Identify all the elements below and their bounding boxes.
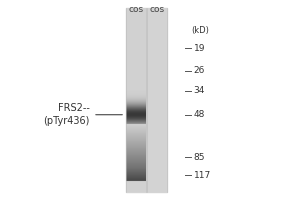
- Text: (pTyr436): (pTyr436): [44, 116, 90, 126]
- Text: 48: 48: [194, 110, 205, 119]
- Text: cos: cos: [128, 5, 143, 14]
- Text: (kD): (kD): [191, 26, 209, 35]
- Text: 19: 19: [194, 44, 205, 53]
- Text: 34: 34: [194, 86, 205, 95]
- Text: 26: 26: [194, 66, 205, 75]
- Text: 85: 85: [194, 153, 205, 162]
- Text: 117: 117: [194, 171, 211, 180]
- Text: cos: cos: [149, 5, 164, 14]
- Text: FRS2--: FRS2--: [58, 103, 90, 113]
- Bar: [126, 8, 167, 192]
